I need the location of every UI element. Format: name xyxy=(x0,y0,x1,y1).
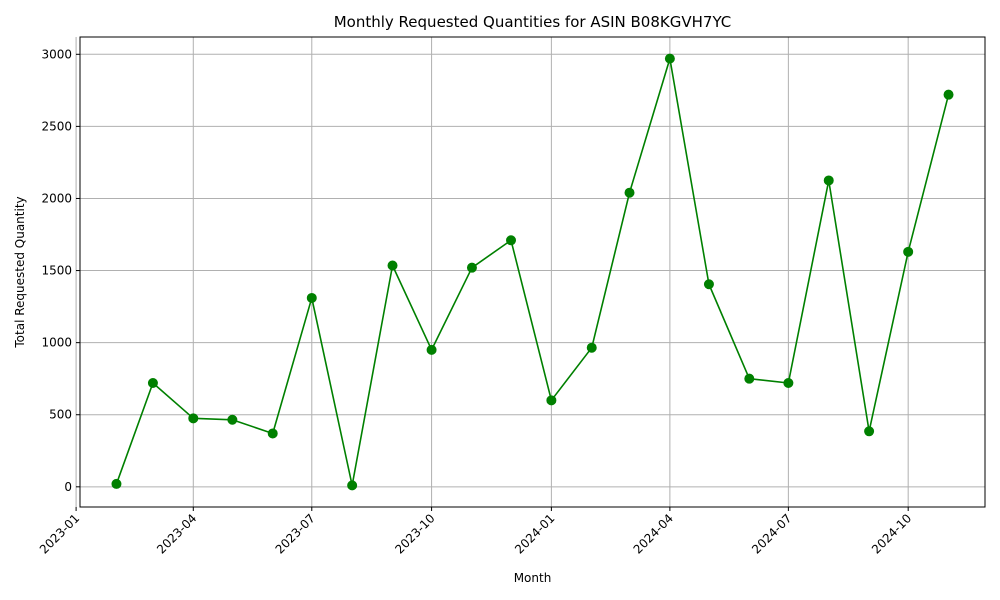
data-point xyxy=(664,53,675,64)
markers-layer xyxy=(111,53,954,491)
y-tick-label: 1000 xyxy=(41,336,72,350)
x-axis-label: Month xyxy=(514,571,552,585)
y-tick-label: 2000 xyxy=(41,191,72,205)
data-point xyxy=(306,292,317,303)
data-point xyxy=(347,480,358,491)
data-point xyxy=(188,413,199,424)
chart-title: Monthly Requested Quantities for ASIN B0… xyxy=(334,13,732,31)
y-tick-label: 2500 xyxy=(41,119,72,133)
y-tick-label: 0 xyxy=(64,480,72,494)
data-point xyxy=(111,478,122,489)
data-point xyxy=(864,426,875,437)
y-tick-label: 1500 xyxy=(41,264,72,278)
data-point xyxy=(466,262,477,273)
y-tick-label: 3000 xyxy=(41,47,72,61)
data-point xyxy=(943,89,954,100)
data-point xyxy=(624,187,635,198)
y-axis-ticks: 0 500 1000 1500 2000 2500 3000 xyxy=(41,47,80,494)
data-point xyxy=(506,235,517,246)
data-point xyxy=(387,260,398,271)
plot-frame xyxy=(79,36,986,508)
data-point xyxy=(147,378,158,389)
data-point xyxy=(227,414,238,425)
series-line-layer xyxy=(115,57,950,487)
data-point xyxy=(426,344,437,355)
grid-lines xyxy=(75,37,985,507)
y-tick-label: 500 xyxy=(49,408,72,422)
data-point xyxy=(783,378,794,389)
data-point xyxy=(703,279,714,290)
series-line xyxy=(115,57,950,487)
y-axis-label: Total Requested Quantity xyxy=(13,196,27,348)
data-point xyxy=(823,175,834,186)
data-point xyxy=(267,428,278,439)
data-point xyxy=(903,246,914,257)
data-point xyxy=(546,395,557,406)
data-point xyxy=(744,373,755,384)
data-point xyxy=(586,342,597,353)
